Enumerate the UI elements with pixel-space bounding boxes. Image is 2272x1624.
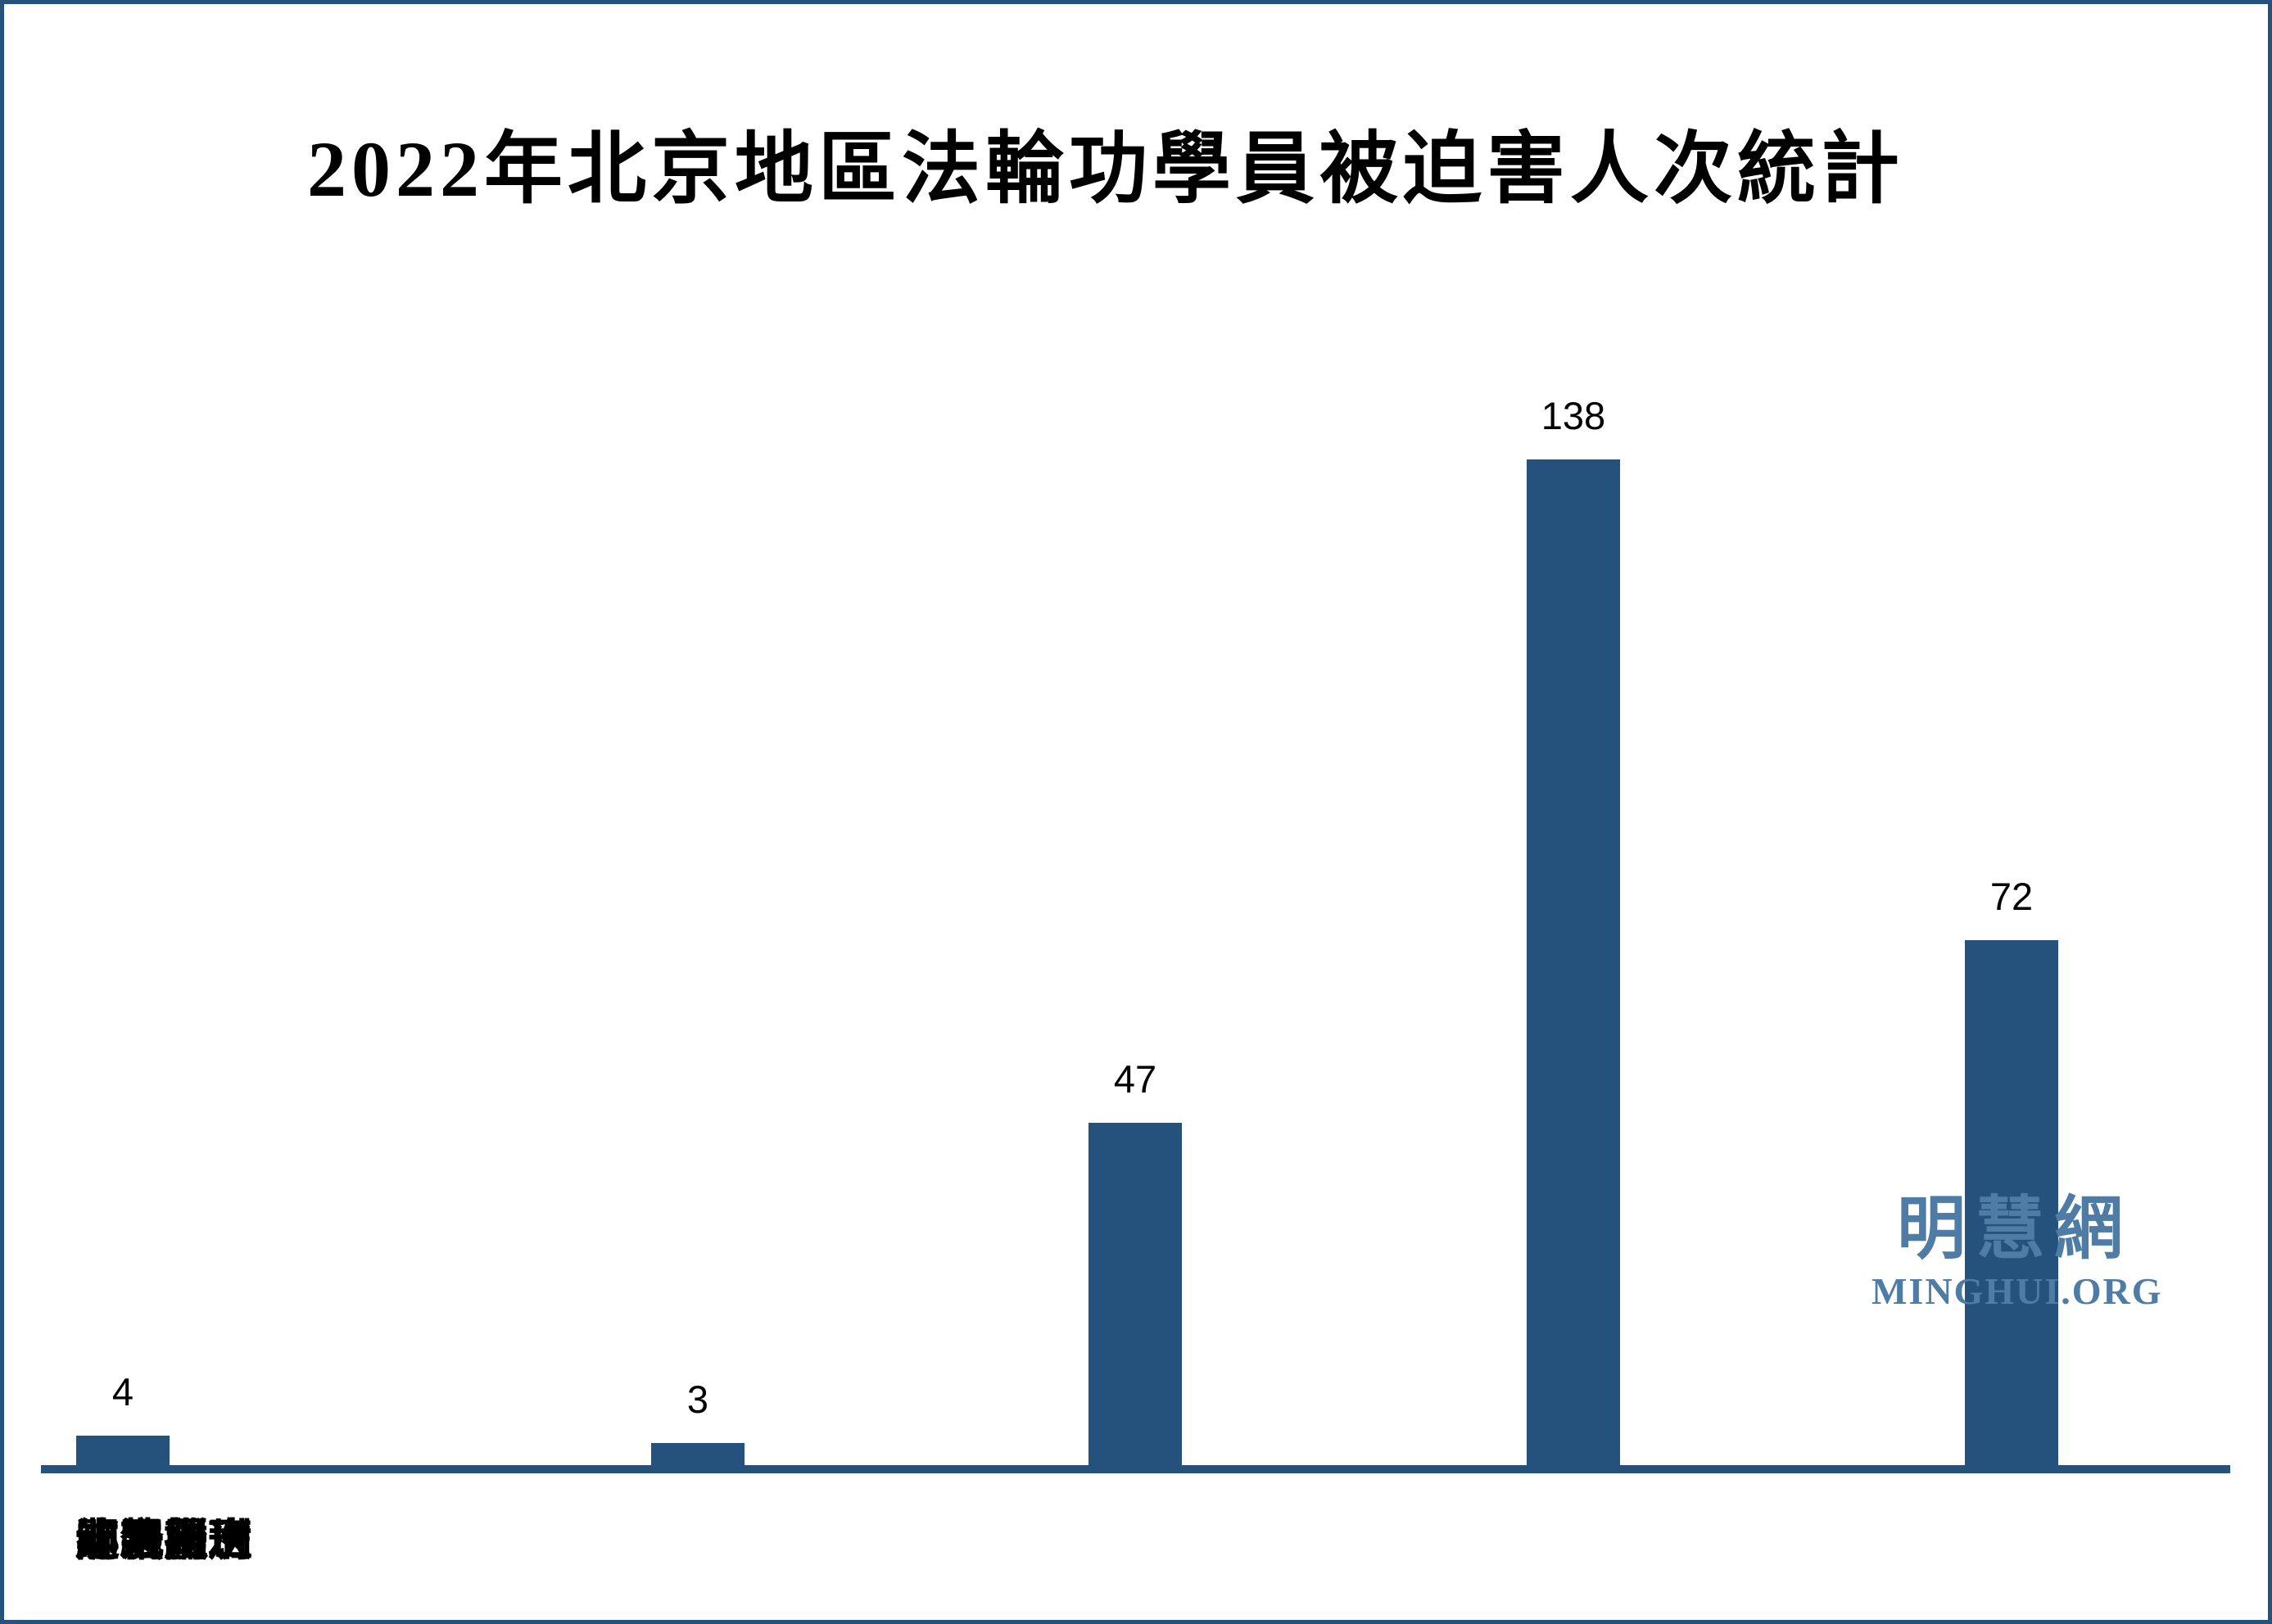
minghui-watermark-cjk: 明慧網: [1896, 1192, 2133, 1268]
bar-group-5: 4: [0, 1370, 246, 1465]
category-label-4: 騷擾: [120, 1516, 208, 1565]
bar: [76, 1436, 170, 1465]
bar-group-3: 138: [1451, 394, 1696, 1465]
category-label-3: 綁架人次: [75, 1516, 252, 1565]
chart-title: 2022年北京地區法輪功學員被迫害人次統計: [307, 125, 1904, 213]
minghui-watermark: 明慧網 MINGHUI.ORG: [1871, 1192, 2163, 1313]
category-label-1: 迫害離世: [75, 1516, 252, 1565]
bar-value-label: 138: [1541, 393, 1606, 437]
x-axis-line: [41, 1465, 2230, 1473]
bar-group-2: 47: [1012, 1057, 1258, 1465]
bar: [1088, 1123, 1182, 1465]
bar-value-label: 4: [111, 1369, 134, 1414]
bar: [1965, 940, 2058, 1465]
bar-group-4: 72: [1889, 875, 2134, 1465]
bar-value-label: 72: [1989, 874, 2034, 918]
bar: [651, 1443, 745, 1465]
category-label-2: 非法判刑: [75, 1516, 252, 1565]
bar-value-label: 3: [686, 1377, 709, 1421]
bar: [1527, 459, 1620, 1465]
minghui-watermark-url: MINGHUI.ORG: [1871, 1270, 2163, 1313]
category-label-5: 關洗腦班: [75, 1516, 252, 1565]
bar-group-1: 3: [575, 1377, 821, 1465]
bar-value-label: 47: [1113, 1056, 1157, 1101]
